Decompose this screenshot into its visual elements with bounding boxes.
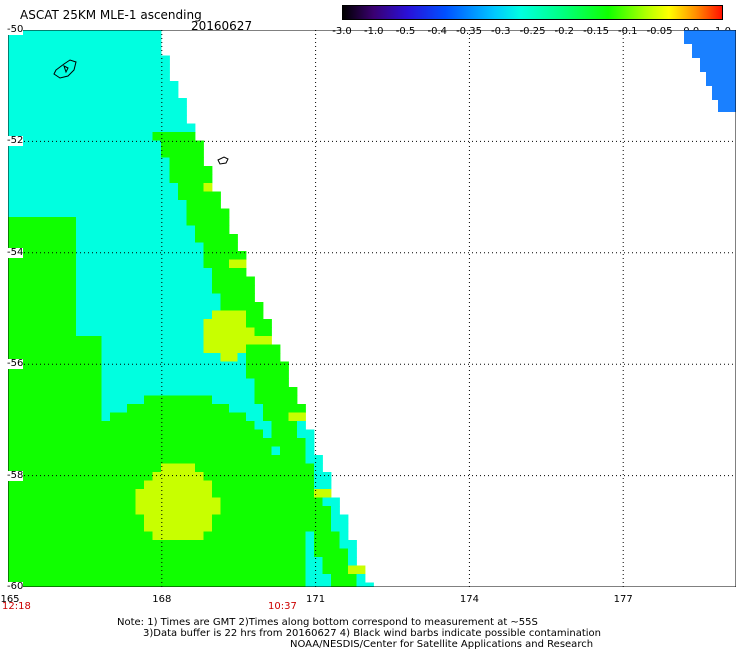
island-outline-small [217,156,229,165]
colorbar-tick-label: -0.3 [490,26,511,37]
island-outline-north [53,59,77,79]
swath-layer [8,30,374,587]
note-line-3: NOAA/NESDIS/Center for Satellite Applica… [290,639,594,650]
colorbar-tick-label: -0.05 [646,26,673,37]
latitude-label: -52 [7,135,24,147]
latitude-label: -58 [7,469,24,481]
note-line-2: 3)Data buffer is 22 hrs from 20160627 4)… [143,628,601,639]
colorbar-tick-label: -0.25 [519,26,546,37]
map-title: ASCAT 25KM MLE-1 ascending [20,8,202,22]
colorbar [342,5,723,20]
colorbar-tick-label: -0.1 [617,26,638,37]
colorbar-tick-label: -0.4 [427,26,448,37]
time-label-left: 12:18 [2,601,31,612]
longitude-label: 174 [459,594,479,605]
colorbar-tick-label: -0.15 [583,26,609,37]
corner-swath-layer [684,30,736,112]
colorbar-tick-label: -0.2 [554,26,575,37]
colorbar-tick-label: -3.0 [332,26,352,37]
longitude-label: 168 [152,594,172,605]
longitude-label: 177 [613,594,633,605]
time-label-mid: 10:37 [268,601,297,612]
map-panel [8,30,736,587]
map-date: 20160627 [191,19,253,33]
longitude-label: 165 [0,594,20,605]
colorbar-tick-label: -1.0 [363,26,384,37]
note-line-1: Note: 1) Times are GMT 2)Times along bot… [117,617,538,628]
latitude-label: -50 [7,24,24,35]
grid-lines [8,30,736,587]
colorbar-tick-label: -0.5 [395,26,416,37]
colorbar-tick-label: -0.35 [456,26,482,37]
longitude-label: 171 [306,594,326,605]
latitude-label: -60 [7,581,24,592]
latitude-label: -54 [7,246,24,258]
latitude-label: -56 [7,358,24,370]
